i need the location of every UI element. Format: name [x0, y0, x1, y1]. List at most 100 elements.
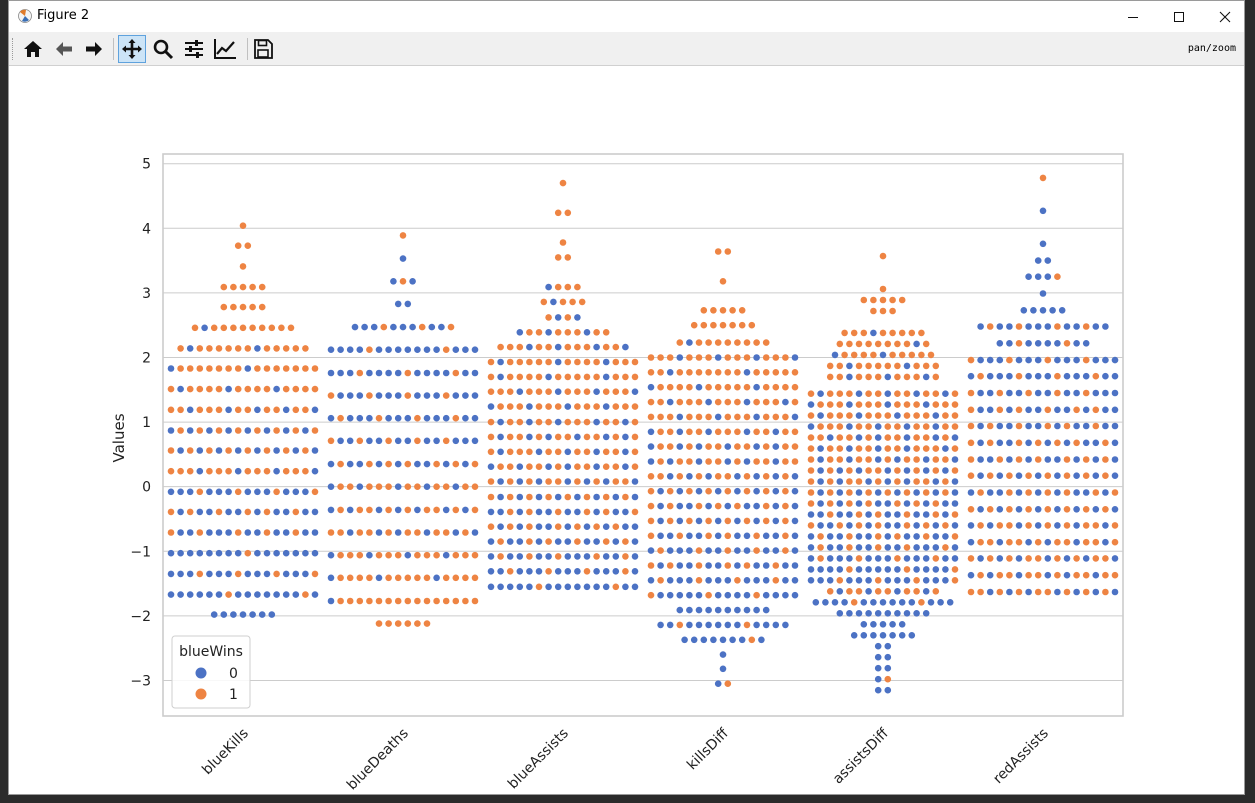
toolbar-grip[interactable] — [12, 38, 16, 60]
data-point — [394, 551, 402, 559]
data-point — [583, 358, 591, 366]
data-point — [423, 460, 431, 468]
data-point — [865, 478, 872, 485]
data-point — [836, 467, 844, 474]
save-button[interactable] — [249, 35, 277, 63]
data-point — [913, 489, 920, 496]
zoom-button[interactable] — [149, 35, 177, 63]
data-point — [865, 401, 872, 408]
data-point — [452, 392, 460, 399]
data-point — [249, 283, 256, 291]
data-point — [225, 427, 232, 434]
data-point — [874, 653, 882, 661]
data-point — [666, 354, 674, 361]
data-point — [826, 373, 834, 381]
data-point — [903, 456, 911, 463]
data-point — [564, 314, 572, 321]
data-point — [686, 339, 693, 346]
data-point — [927, 599, 935, 606]
data-point — [282, 385, 290, 393]
data-point — [855, 401, 863, 408]
data-point — [602, 568, 610, 575]
data-point — [889, 621, 896, 628]
data-point — [1020, 307, 1028, 314]
data-point — [593, 388, 600, 396]
data-point — [602, 358, 610, 366]
y-tick-label: −1 — [130, 544, 151, 560]
data-point — [817, 456, 824, 463]
data-point — [311, 406, 319, 414]
data-point — [263, 345, 271, 352]
data-point — [714, 562, 722, 569]
data-point — [506, 373, 514, 381]
data-point — [385, 460, 392, 468]
data-point — [186, 508, 194, 516]
minimize-button[interactable] — [1110, 1, 1156, 32]
data-point — [762, 354, 770, 361]
data-point — [647, 487, 655, 495]
data-point — [263, 488, 271, 496]
data-point — [817, 577, 824, 584]
data-point — [826, 588, 834, 595]
data-point — [791, 487, 799, 495]
data-point — [1073, 356, 1080, 364]
configure-subplots-button[interactable] — [180, 35, 208, 63]
data-point — [506, 583, 514, 591]
legend-marker-0 — [195, 667, 207, 679]
data-point — [346, 574, 354, 582]
data-point — [1111, 356, 1119, 364]
home-button[interactable] — [19, 35, 47, 63]
forward-button[interactable] — [80, 35, 108, 63]
legend[interactable]: blueWins 0 1 — [171, 635, 251, 709]
data-point — [1034, 506, 1042, 513]
data-point — [657, 458, 664, 465]
data-point — [631, 478, 639, 485]
data-point — [986, 456, 994, 463]
data-point — [394, 392, 402, 399]
data-point — [186, 591, 194, 598]
pan-button[interactable] — [118, 35, 146, 63]
pan-icon — [122, 39, 142, 59]
data-point — [366, 551, 373, 559]
data-point — [612, 463, 620, 471]
data-point — [647, 428, 655, 436]
data-point — [1073, 389, 1080, 397]
data-point — [206, 467, 213, 475]
figure-canvas[interactable]: −3 −2 −1 0 1 2 3 4 5 blueKills blueDeaths blueAssi… — [9, 66, 1245, 795]
data-point — [884, 412, 892, 419]
data-point — [583, 523, 591, 530]
data-point — [951, 577, 959, 584]
data-point — [846, 390, 853, 398]
data-point — [782, 473, 789, 480]
data-point — [951, 467, 959, 474]
data-point — [1102, 456, 1109, 463]
maximize-button[interactable] — [1156, 1, 1202, 32]
data-point — [967, 571, 975, 579]
data-point — [462, 551, 469, 559]
data-point — [817, 434, 824, 441]
title-bar[interactable]: Figure 2 — [9, 1, 1244, 32]
data-point — [1025, 555, 1032, 562]
close-button[interactable] — [1202, 1, 1244, 32]
data-point — [356, 574, 364, 582]
data-point — [452, 597, 460, 605]
data-point — [254, 488, 261, 496]
data-point — [874, 686, 882, 694]
data-point — [1034, 389, 1042, 397]
data-point — [898, 599, 906, 606]
data-point — [1102, 372, 1109, 380]
data-point — [1092, 389, 1100, 397]
data-point — [705, 383, 712, 391]
back-button[interactable] — [50, 35, 78, 63]
data-point — [1006, 506, 1013, 513]
data-point — [846, 500, 853, 507]
data-point — [865, 373, 872, 381]
data-point — [807, 423, 815, 430]
data-point — [497, 583, 504, 591]
data-point — [414, 597, 421, 605]
data-point — [1082, 456, 1090, 463]
edit-axis-button[interactable] — [211, 35, 239, 63]
data-point — [855, 489, 863, 496]
data-point — [932, 478, 940, 485]
